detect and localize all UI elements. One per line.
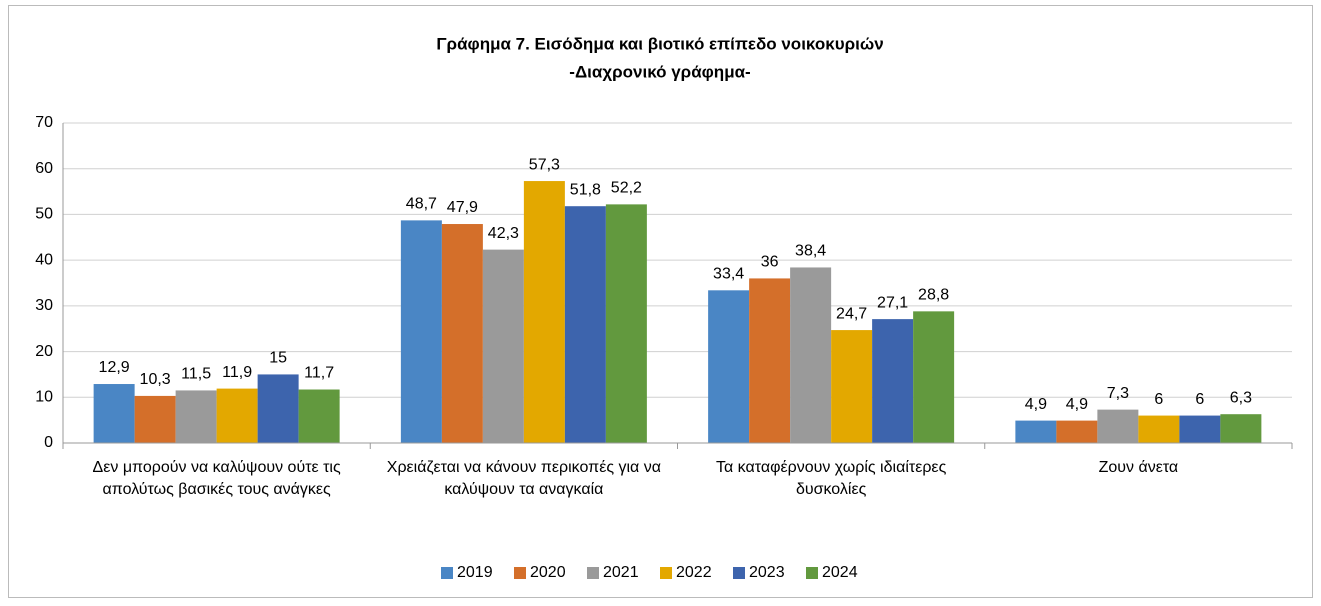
- chart-subtitle: -Διαχρονικό γράφημα-: [569, 62, 750, 81]
- y-tick-label: 10: [35, 389, 53, 406]
- value-label: 47,9: [447, 199, 478, 216]
- legend-label: 2019: [457, 564, 493, 581]
- legend-swatch: [441, 567, 453, 579]
- y-tick-label: 20: [35, 343, 53, 360]
- bar: [400, 220, 442, 443]
- legend-swatch: [806, 567, 818, 579]
- legend-label: 2023: [749, 564, 785, 581]
- bar: [790, 267, 832, 443]
- x-tick-label: Δεν μπορούν να καλύψουν ούτε τις απολύτω…: [92, 459, 341, 498]
- legend-label: 2022: [676, 564, 712, 581]
- value-label: 51,8: [570, 181, 601, 198]
- bar: [1220, 414, 1262, 443]
- value-label: 52,2: [611, 180, 642, 197]
- value-label: 11,9: [222, 364, 252, 381]
- value-label: 28,8: [918, 287, 949, 304]
- value-label: 57,3: [529, 156, 560, 173]
- bar: [605, 204, 647, 443]
- bar: [708, 290, 750, 443]
- bar: [1015, 420, 1057, 443]
- value-label: 38,4: [795, 243, 826, 260]
- bar: [134, 395, 176, 443]
- bar: [175, 390, 217, 443]
- chart-frame: [8, 5, 1313, 598]
- legend-swatch: [660, 567, 672, 579]
- y-tick-label: 70: [35, 114, 53, 131]
- bar: [913, 311, 955, 443]
- bar: [1179, 415, 1221, 443]
- legend-swatch: [733, 567, 745, 579]
- bar: [1097, 409, 1139, 443]
- value-label: 11,5: [181, 366, 211, 383]
- value-label: 4,9: [1025, 396, 1047, 413]
- value-label: 6: [1195, 391, 1204, 408]
- value-label: 4,9: [1066, 396, 1088, 413]
- value-label: 36: [761, 254, 779, 271]
- value-label: 6,3: [1230, 389, 1252, 406]
- value-label: 33,4: [713, 266, 744, 283]
- value-label: 11,7: [304, 365, 334, 382]
- bar: [1056, 420, 1098, 443]
- y-tick-label: 60: [35, 160, 53, 177]
- bar: [564, 206, 606, 443]
- legend-swatch: [514, 567, 526, 579]
- bar: [523, 181, 565, 444]
- bar: [216, 388, 258, 443]
- value-label: 7,3: [1107, 385, 1129, 402]
- value-label: 12,9: [99, 359, 130, 376]
- value-label: 42,3: [488, 225, 519, 242]
- value-label: 27,1: [877, 294, 908, 311]
- y-tick-label: 30: [35, 297, 53, 314]
- bar: [298, 389, 340, 443]
- bar: [872, 319, 914, 443]
- value-label: 48,7: [406, 196, 437, 213]
- legend-label: 2020: [530, 564, 566, 581]
- bar: [257, 374, 299, 443]
- bar: [482, 249, 524, 443]
- y-tick-label: 50: [35, 206, 53, 223]
- y-tick-label: 40: [35, 251, 53, 268]
- legend-label: 2024: [822, 564, 858, 581]
- value-label: 10,3: [140, 371, 171, 388]
- chart-title: Γράφημα 7. Εισόδημα και βιοτικό επίπεδο …: [436, 34, 883, 53]
- value-label: 15: [269, 350, 287, 367]
- legend-label: 2021: [603, 564, 639, 581]
- value-label: 6: [1154, 391, 1163, 408]
- bar: [1138, 415, 1180, 443]
- x-tick-label: Χρειάζεται να κάνουν περικοπές για να κα…: [386, 459, 661, 498]
- x-tick-label: Τα καταφέρνουν χωρίς ιδιαίτερες δυσκολίε…: [715, 459, 947, 498]
- value-label: 24,7: [836, 305, 867, 322]
- bar: [831, 330, 873, 443]
- bar: [441, 224, 483, 443]
- x-tick-label: Ζουν άνετα: [1098, 459, 1179, 476]
- legend-swatch: [587, 567, 599, 579]
- bar: [93, 384, 135, 443]
- y-tick-label: 0: [44, 434, 53, 451]
- bar: [749, 278, 791, 443]
